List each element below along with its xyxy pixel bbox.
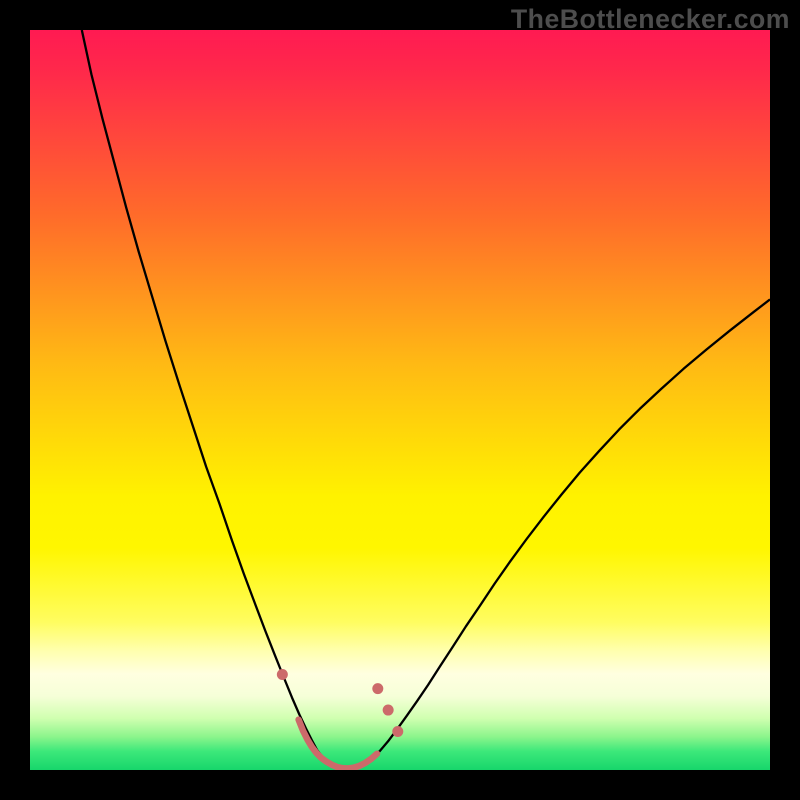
marker-dot [277, 669, 288, 680]
marker-dot [383, 705, 394, 716]
marker-dot [392, 726, 403, 737]
marker-dot [372, 683, 383, 694]
chart-root: TheBottlenecker.com [0, 0, 800, 800]
bottleneck-chart [0, 0, 800, 800]
plot-background [30, 30, 770, 770]
watermark-text: TheBottlenecker.com [511, 4, 790, 35]
